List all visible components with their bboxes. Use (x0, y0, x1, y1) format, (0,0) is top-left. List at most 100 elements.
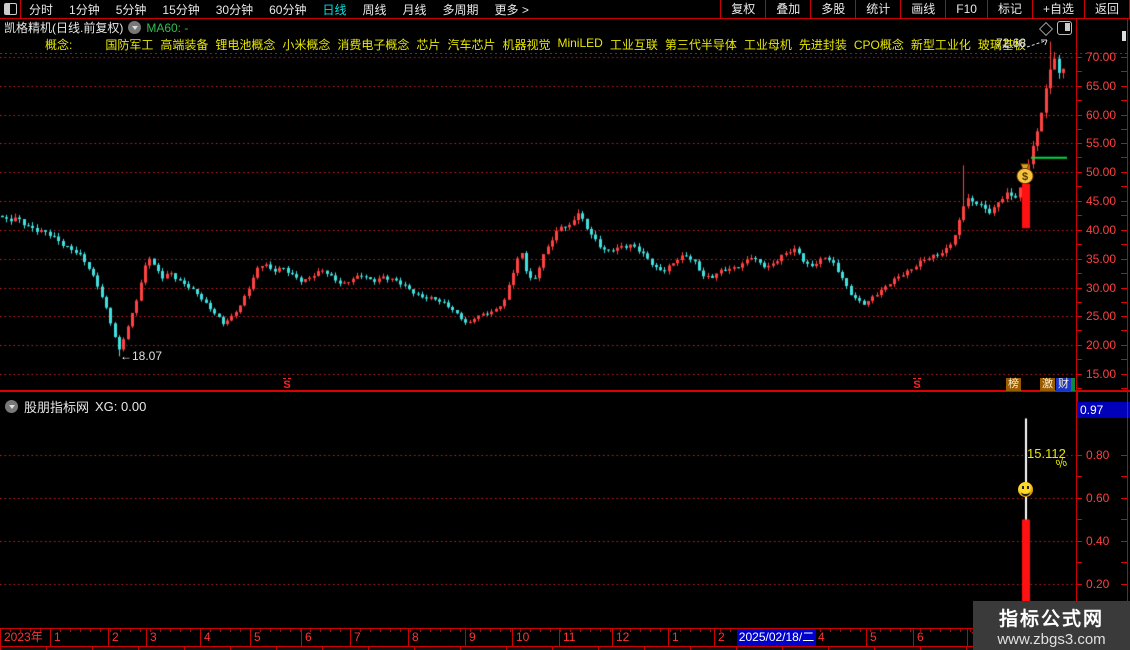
axis-tick (1076, 85, 1082, 87)
timeline-cell-7: 6 (301, 629, 312, 646)
tool-button-3[interactable]: 多股 (810, 0, 855, 18)
sub-axis-label-0.20: 0.20 (1086, 577, 1110, 591)
indicator-header: 股朋指标网 XG: 0.00 (5, 397, 146, 416)
period-item-9[interactable]: 月线 (402, 2, 427, 17)
indicator-panel-canvas[interactable] (0, 391, 1076, 628)
collapse-sub-icon[interactable] (5, 400, 18, 413)
axis-tick (1076, 519, 1082, 520)
axis-tick (1121, 172, 1127, 174)
axis-tick (1076, 143, 1082, 145)
smiley-marker-icon (1018, 482, 1033, 497)
axis-tick (1121, 157, 1127, 159)
axis-tick (1076, 186, 1082, 188)
period-item-8[interactable]: 周线 (362, 2, 387, 17)
axis-tick (1121, 258, 1127, 260)
axis-tick (1076, 541, 1082, 542)
axis-tick (1121, 330, 1127, 332)
axis-tick (1076, 128, 1082, 130)
right-window-border (1127, 19, 1128, 646)
axis-tick (1076, 243, 1082, 245)
event-marker-s: S (913, 378, 921, 391)
indicator-name: 股朋指标网 (24, 400, 90, 415)
period-item-6[interactable]: 60分钟 (269, 2, 307, 17)
timeline-top-border (0, 628, 1130, 629)
axis-tick (1121, 71, 1127, 72)
axis-border (1076, 19, 1077, 646)
sub-axis-label-0.60: 0.60 (1086, 491, 1110, 505)
high-annotation: 72.68 (996, 36, 1052, 50)
axis-tick (1121, 373, 1127, 375)
candlestick-chart-canvas[interactable] (0, 36, 1076, 390)
tool-button-7[interactable]: 标记 (986, 0, 1032, 18)
timeline-cell-1: 2023年 (0, 629, 43, 646)
price-label-30.00: 30.00 (1086, 280, 1117, 295)
period-item-7[interactable]: 日线 (322, 2, 347, 17)
sub-axis-label-0.80: 0.80 (1086, 448, 1110, 462)
period-item-11[interactable]: 更多 > (494, 2, 529, 17)
tool-button-5[interactable]: 画线 (900, 0, 945, 18)
price-label-60.00: 60.00 (1086, 107, 1117, 122)
watermark-line1: 指标公式网 (998, 609, 1104, 630)
low-price-label: ←18.07 (120, 349, 163, 363)
corner-badge-3[interactable]: 财 (1056, 378, 1071, 391)
title-row: 凯格精机(日线.前复权) MA60: - (4, 20, 188, 36)
corner-badge-2[interactable]: 激 (1040, 378, 1055, 391)
timeline-cell-3: 2 (108, 629, 119, 646)
period-item-2[interactable]: 1分钟 (69, 2, 100, 17)
period-item-3[interactable]: 5分钟 (115, 2, 147, 17)
event-marker-s: S (283, 378, 291, 391)
period-item-5[interactable]: 30分钟 (215, 2, 254, 17)
period-item-1[interactable]: 分时 (29, 2, 54, 17)
window-split-icon[interactable] (1057, 21, 1072, 35)
axis-tick (1076, 172, 1082, 174)
price-label-40.00: 40.00 (1086, 222, 1117, 237)
tool-button-4[interactable]: 统计 (855, 0, 900, 18)
axis-tick (1121, 519, 1127, 520)
axis-tick (1121, 243, 1127, 245)
price-label-45.00: 45.00 (1086, 194, 1117, 209)
scrollbar-thumb[interactable] (1122, 31, 1126, 41)
axis-tick (1121, 229, 1127, 231)
collapse-main-icon[interactable] (128, 21, 142, 34)
axis-tick (1076, 330, 1082, 332)
tool-button-9[interactable]: 返回 (1083, 0, 1130, 18)
timeline-cell-5: 4 (200, 629, 211, 646)
timeline-cell-11: 10 (512, 629, 529, 646)
sub-axis-label-0.40: 0.40 (1086, 534, 1110, 548)
dashed-arrow-icon (1026, 39, 1048, 48)
axis-tick (1076, 287, 1082, 289)
indicator-value: XG: 0.00 (95, 399, 147, 414)
timeline-cell-2: 1 (50, 629, 61, 646)
timeline-cell-10: 9 (465, 629, 476, 646)
axis-tick (1121, 584, 1127, 585)
timeline-cell-13: 12 (612, 629, 629, 646)
tool-button-8[interactable]: +自选 (1031, 0, 1084, 18)
axis-tick (1076, 258, 1082, 260)
axis-tick (1121, 128, 1127, 130)
axis-tick (1121, 316, 1127, 318)
bottom-strip (0, 647, 1130, 650)
period-item-10[interactable]: 多周期 (442, 2, 479, 17)
diamond-tool-icon[interactable] (1038, 21, 1054, 37)
tool-button-6[interactable]: F10 (945, 0, 987, 18)
price-label-50.00: 50.00 (1086, 165, 1117, 180)
axis-tick (1076, 301, 1082, 303)
corner-badge-1[interactable]: 榜 (1006, 378, 1021, 391)
timeline-cell-14: 1 (668, 629, 679, 646)
axis-tick (1121, 541, 1127, 542)
axis-tick (1121, 114, 1127, 116)
axis-tick (1121, 359, 1127, 361)
indicator-value-box: 0.97 (1077, 402, 1130, 418)
tool-button-2[interactable]: 叠加 (765, 0, 810, 18)
axis-tick (1076, 373, 1082, 375)
layout-split-icon[interactable] (0, 0, 21, 18)
axis-tick (1121, 272, 1127, 274)
axis-tick (1076, 345, 1082, 347)
watermark-line2: www.zbgs3.com (997, 631, 1106, 648)
period-menu: 分时 1分钟 5分钟 15分钟 30分钟 60分钟 日线 周线 月线 多周期 更多 > (21, 1, 537, 18)
axis-tick (1121, 562, 1127, 563)
price-label-25.00: 25.00 (1086, 309, 1117, 324)
tool-button-1[interactable]: 复权 (720, 0, 765, 18)
signal-value-label: 15.112 (1027, 446, 1066, 461)
period-item-4[interactable]: 15分钟 (162, 2, 200, 17)
